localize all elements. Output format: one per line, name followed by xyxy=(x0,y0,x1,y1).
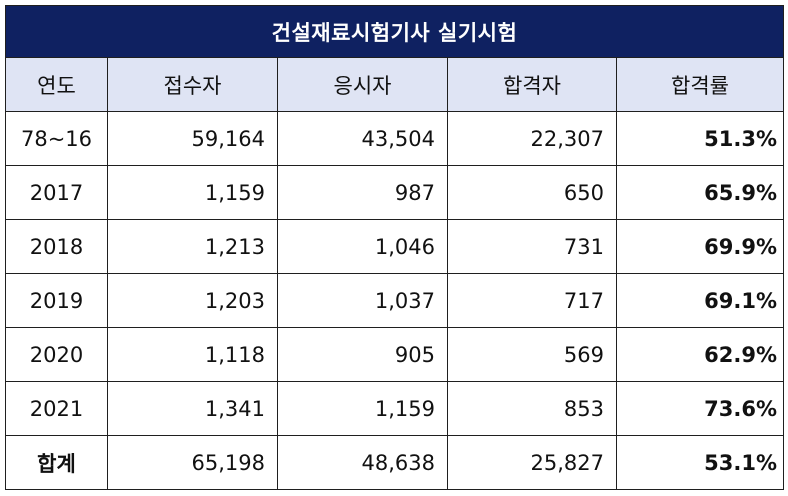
header-row: 연도 접수자 응시자 합격자 합격률 xyxy=(5,57,785,112)
total-applicants: 65,198 xyxy=(107,435,278,490)
cell-examinees: 1,159 xyxy=(277,381,448,436)
cell-year: 2021 xyxy=(5,381,108,436)
cell-passers: 853 xyxy=(447,381,617,436)
cell-applicants: 1,213 xyxy=(107,219,278,274)
table-container: 건설재료시험기사 실기시험 연도 접수자 응시자 합격자 합격률 78~16 5… xyxy=(4,5,785,490)
header-pass-rate: 합격률 xyxy=(615,57,785,112)
table-row: 2019 1,203 1,037 717 69.1% xyxy=(5,273,785,328)
total-pass-rate: 53.1% xyxy=(615,435,785,490)
cell-examinees: 1,046 xyxy=(277,219,448,274)
table-row: 78~16 59,164 43,504 22,307 51.3% xyxy=(5,111,785,166)
header-passers: 합격자 xyxy=(447,57,617,112)
header-examinees: 응시자 xyxy=(277,57,448,112)
cell-passers: 731 xyxy=(447,219,617,274)
cell-applicants: 59,164 xyxy=(107,111,278,166)
cell-passers: 569 xyxy=(447,327,617,382)
table-row: 2021 1,341 1,159 853 73.6% xyxy=(5,381,785,436)
cell-applicants: 1,341 xyxy=(107,381,278,436)
total-row: 합계 65,198 48,638 25,827 53.1% xyxy=(5,435,785,490)
cell-year: 2019 xyxy=(5,273,108,328)
cell-examinees: 43,504 xyxy=(277,111,448,166)
cell-passers: 650 xyxy=(447,165,617,220)
cell-year: 78~16 xyxy=(5,111,108,166)
cell-year: 2017 xyxy=(5,165,108,220)
cell-applicants: 1,159 xyxy=(107,165,278,220)
table-row: 2020 1,118 905 569 62.9% xyxy=(5,327,785,382)
total-passers: 25,827 xyxy=(447,435,617,490)
total-label: 합계 xyxy=(5,435,108,490)
cell-pass-rate: 62.9% xyxy=(615,327,785,382)
exam-statistics-table: 건설재료시험기사 실기시험 연도 접수자 응시자 합격자 합격률 78~16 5… xyxy=(4,5,785,490)
table-row: 2017 1,159 987 650 65.9% xyxy=(5,165,785,220)
cell-pass-rate: 69.9% xyxy=(615,219,785,274)
cell-examinees: 987 xyxy=(277,165,448,220)
header-applicants: 접수자 xyxy=(107,57,278,112)
cell-pass-rate: 65.9% xyxy=(615,165,785,220)
total-examinees: 48,638 xyxy=(277,435,448,490)
cell-examinees: 1,037 xyxy=(277,273,448,328)
cell-passers: 717 xyxy=(447,273,617,328)
table-row: 2018 1,213 1,046 731 69.9% xyxy=(5,219,785,274)
cell-year: 2018 xyxy=(5,219,108,274)
cell-year: 2020 xyxy=(5,327,108,382)
header-year: 연도 xyxy=(5,57,108,112)
cell-pass-rate: 73.6% xyxy=(615,381,785,436)
cell-applicants: 1,118 xyxy=(107,327,278,382)
cell-examinees: 905 xyxy=(277,327,448,382)
cell-pass-rate: 51.3% xyxy=(615,111,785,166)
cell-applicants: 1,203 xyxy=(107,273,278,328)
cell-passers: 22,307 xyxy=(447,111,617,166)
table-title: 건설재료시험기사 실기시험 xyxy=(4,5,785,58)
cell-pass-rate: 69.1% xyxy=(615,273,785,328)
title-row: 건설재료시험기사 실기시험 xyxy=(4,5,785,58)
